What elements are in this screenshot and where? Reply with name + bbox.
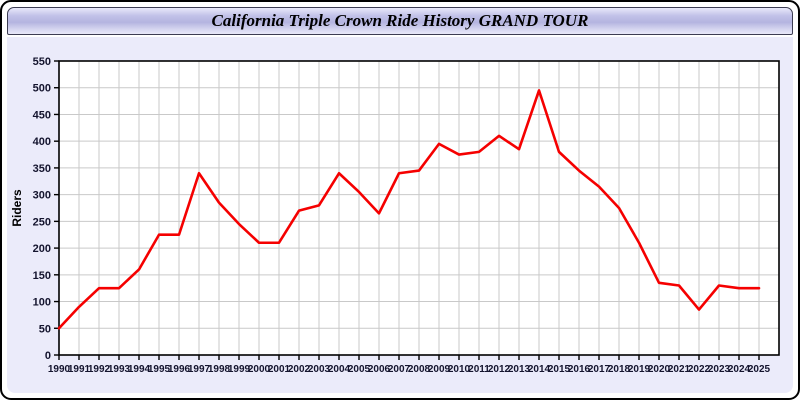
x-tick-label: 2004	[328, 364, 351, 375]
y-tick-label: 300	[33, 190, 51, 202]
series-line-riders	[57, 89, 761, 330]
y-tick-label: 250	[33, 216, 51, 228]
y-tick-label: 450	[33, 109, 51, 121]
x-tick-label: 2012	[488, 364, 511, 375]
y-tick-label: 0	[45, 350, 51, 362]
x-tick-label: 2014	[528, 364, 551, 375]
x-tick-label: 2011	[468, 364, 490, 375]
x-tick-label: 2003	[308, 364, 331, 375]
x-tick-label: 1995	[148, 364, 171, 375]
y-tick-label: 400	[33, 136, 51, 148]
x-tick-label: 2009	[428, 364, 451, 375]
x-tick-label: 2022	[688, 364, 711, 375]
page-title: California Triple Crown Ride History GRA…	[211, 11, 589, 30]
y-tick-label: 150	[33, 270, 51, 282]
x-tick-label: 2008	[408, 364, 431, 375]
x-tick-label: 1993	[108, 364, 131, 375]
x-tick-label: 2013	[508, 364, 531, 375]
y-tick-label: 350	[33, 163, 51, 175]
x-tick-label: 2017	[588, 364, 611, 375]
x-tick-label: 2005	[348, 364, 371, 375]
x-tick-label: 2000	[248, 364, 271, 375]
x-tick-label: 2025	[748, 364, 771, 375]
x-tick-label: 1990	[48, 364, 71, 375]
y-tick-label: 50	[39, 323, 51, 335]
x-tick-label: 2001	[268, 364, 291, 375]
x-tick-label: 2023	[708, 364, 731, 375]
x-tick-label: 1999	[228, 364, 251, 375]
x-tick-label: 2006	[368, 364, 391, 375]
y-tick-label: 500	[33, 83, 51, 95]
y-tick-label: 550	[33, 56, 51, 68]
title-bar: California Triple Crown Ride History GRA…	[7, 7, 793, 35]
x-tick-label: 2018	[608, 364, 631, 375]
x-tick-label: 2007	[388, 364, 411, 375]
y-tick-label: 200	[33, 243, 51, 255]
x-tick-label: 2002	[288, 364, 311, 375]
y-tick-label: 100	[33, 297, 51, 309]
x-tick-label: 1992	[88, 364, 111, 375]
x-tick-label: 2024	[728, 364, 751, 375]
x-tick-label: 1997	[188, 364, 211, 375]
x-tick-label: 2020	[648, 364, 671, 375]
y-axis-title: Riders	[10, 189, 24, 227]
x-tick-label: 2010	[448, 364, 471, 375]
x-tick-label: 1996	[168, 364, 191, 375]
x-tick-label: 2016	[568, 364, 591, 375]
x-tick-label: 1998	[208, 364, 231, 375]
x-tick-label: 2021	[668, 364, 691, 375]
x-tick-label: 2015	[548, 364, 571, 375]
x-tick-label: 1991	[68, 364, 91, 375]
x-tick-label: 1994	[128, 364, 151, 375]
x-tick-label: 2019	[628, 364, 651, 375]
